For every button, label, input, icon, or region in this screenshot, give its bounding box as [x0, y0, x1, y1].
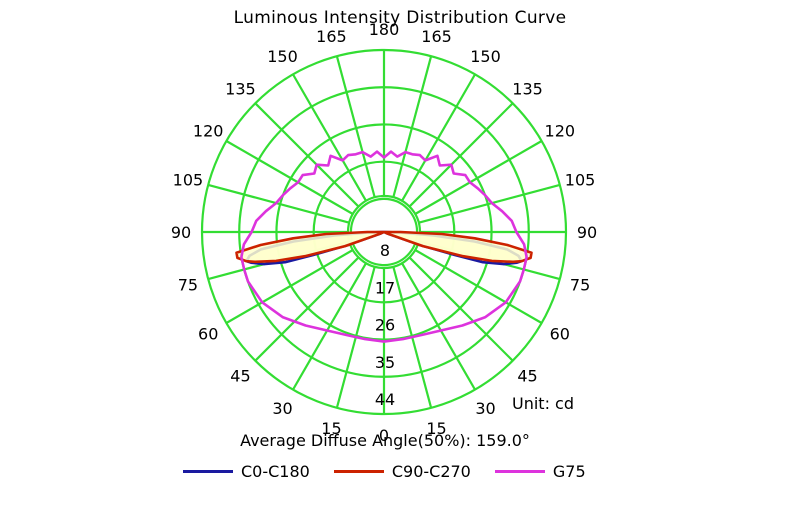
legend-item: C90-C270: [333, 461, 471, 481]
grid-spoke: [392, 55, 433, 198]
label-layer: 0 15 30 45 60 75 90 105 120 135 150 165 180 15 30 45 60 7…: [171, 20, 597, 445]
angle-label: 105: [173, 170, 204, 189]
grid-spoke: [254, 102, 360, 208]
grid-spoke: [408, 256, 514, 362]
legend-item: G75: [494, 461, 586, 481]
angle-label: 15: [426, 419, 446, 438]
series-curve-c90-c270: [235, 230, 533, 264]
grid-spoke: [254, 256, 360, 362]
grid-spoke: [418, 183, 561, 224]
angle-label: 60: [550, 325, 570, 344]
legend-swatch: [333, 469, 384, 473]
radial-tick-label: 26: [375, 316, 395, 335]
angle-label: 105: [565, 170, 596, 189]
grid-spoke: [292, 73, 367, 202]
grid-spoke: [414, 249, 543, 324]
angle-label: 120: [545, 122, 576, 141]
angle-label: 45: [517, 367, 537, 386]
grid-spoke: [414, 140, 543, 215]
angle-label: 180: [369, 20, 400, 39]
series-curve-g75: [240, 150, 528, 343]
radial-tick-label: 17: [375, 278, 395, 297]
grid-spoke: [335, 55, 376, 198]
chart-title: Luminous Intensity Distribution Curve: [233, 8, 567, 28]
angle-label: 90: [171, 223, 191, 242]
angle-label: 90: [577, 223, 597, 242]
radial-tick-label: 35: [375, 353, 395, 372]
angle-label: 150: [470, 47, 501, 66]
angle-label: 0: [379, 426, 389, 445]
grid-spoke: [225, 140, 354, 215]
radial-tick-label: 8: [380, 241, 390, 260]
series-layer: [235, 150, 533, 343]
angle-label: 135: [512, 79, 543, 98]
grid-spoke: [207, 183, 350, 224]
angle-label: 30: [272, 399, 292, 418]
angle-label: 150: [267, 47, 298, 66]
angle-label: 75: [178, 276, 198, 295]
radial-tick-label: 44: [375, 390, 395, 409]
legend-swatch: [494, 469, 545, 473]
legend-swatch: [183, 469, 233, 473]
angle-label: 165: [421, 27, 452, 46]
grid-spoke: [225, 249, 354, 324]
angle-label: 75: [570, 276, 590, 295]
legend-label: G75: [552, 461, 586, 481]
angle-label: 60: [198, 325, 218, 344]
grid-spoke: [401, 262, 476, 391]
angle-label: 30: [475, 399, 495, 418]
angle-label: 165: [316, 27, 347, 46]
angle-label: 45: [230, 367, 250, 386]
unit-label: Unit: cd: [512, 394, 574, 413]
legend-item: C0-C180: [183, 462, 310, 481]
legend: C0-C180 C90-C270 G75: [183, 460, 610, 482]
grid-spoke: [401, 73, 476, 202]
legend-label: C0-C180: [241, 461, 310, 481]
angle-label: 15: [321, 419, 341, 438]
legend-label: C90-C270: [391, 461, 471, 481]
grid-spoke: [292, 262, 367, 391]
average-diffuse-angle: Average Diffuse Angle(50%): 159.0°: [240, 431, 530, 450]
angle-label: 135: [225, 79, 256, 98]
angle-label: 120: [193, 122, 224, 141]
grid-spoke: [408, 102, 514, 208]
